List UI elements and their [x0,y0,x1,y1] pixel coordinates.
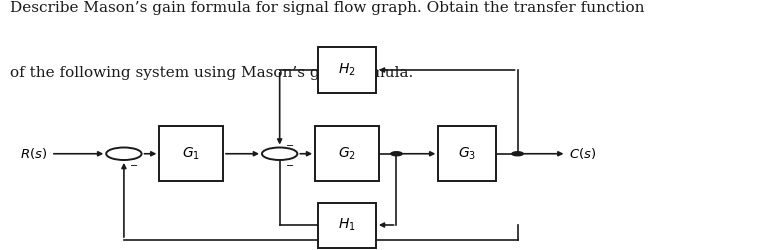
Text: $G_3$: $G_3$ [458,146,476,162]
Text: $H_2$: $H_2$ [338,62,355,78]
Bar [315,126,379,181]
Bar [318,48,376,92]
Text: $-$: $-$ [285,139,295,149]
Circle shape [262,148,298,160]
Text: $H_1$: $H_1$ [338,217,356,233]
Text: $G_1$: $G_1$ [182,146,200,162]
Text: $R(s)$: $R(s)$ [20,146,47,161]
Circle shape [512,152,524,156]
Text: $C(s)$: $C(s)$ [569,146,597,161]
Text: $-$: $-$ [129,159,139,169]
Bar [318,202,376,248]
Circle shape [391,152,402,156]
Text: of the following system using Mason’s gain formula.: of the following system using Mason’s ga… [10,66,413,80]
Text: $G_2$: $G_2$ [338,146,356,162]
Bar [438,126,496,181]
Bar [159,126,223,181]
Circle shape [107,148,142,160]
Text: $-$: $-$ [285,159,295,169]
Text: Describe Mason’s gain formula for signal flow graph. Obtain the transfer functio: Describe Mason’s gain formula for signal… [10,1,645,15]
